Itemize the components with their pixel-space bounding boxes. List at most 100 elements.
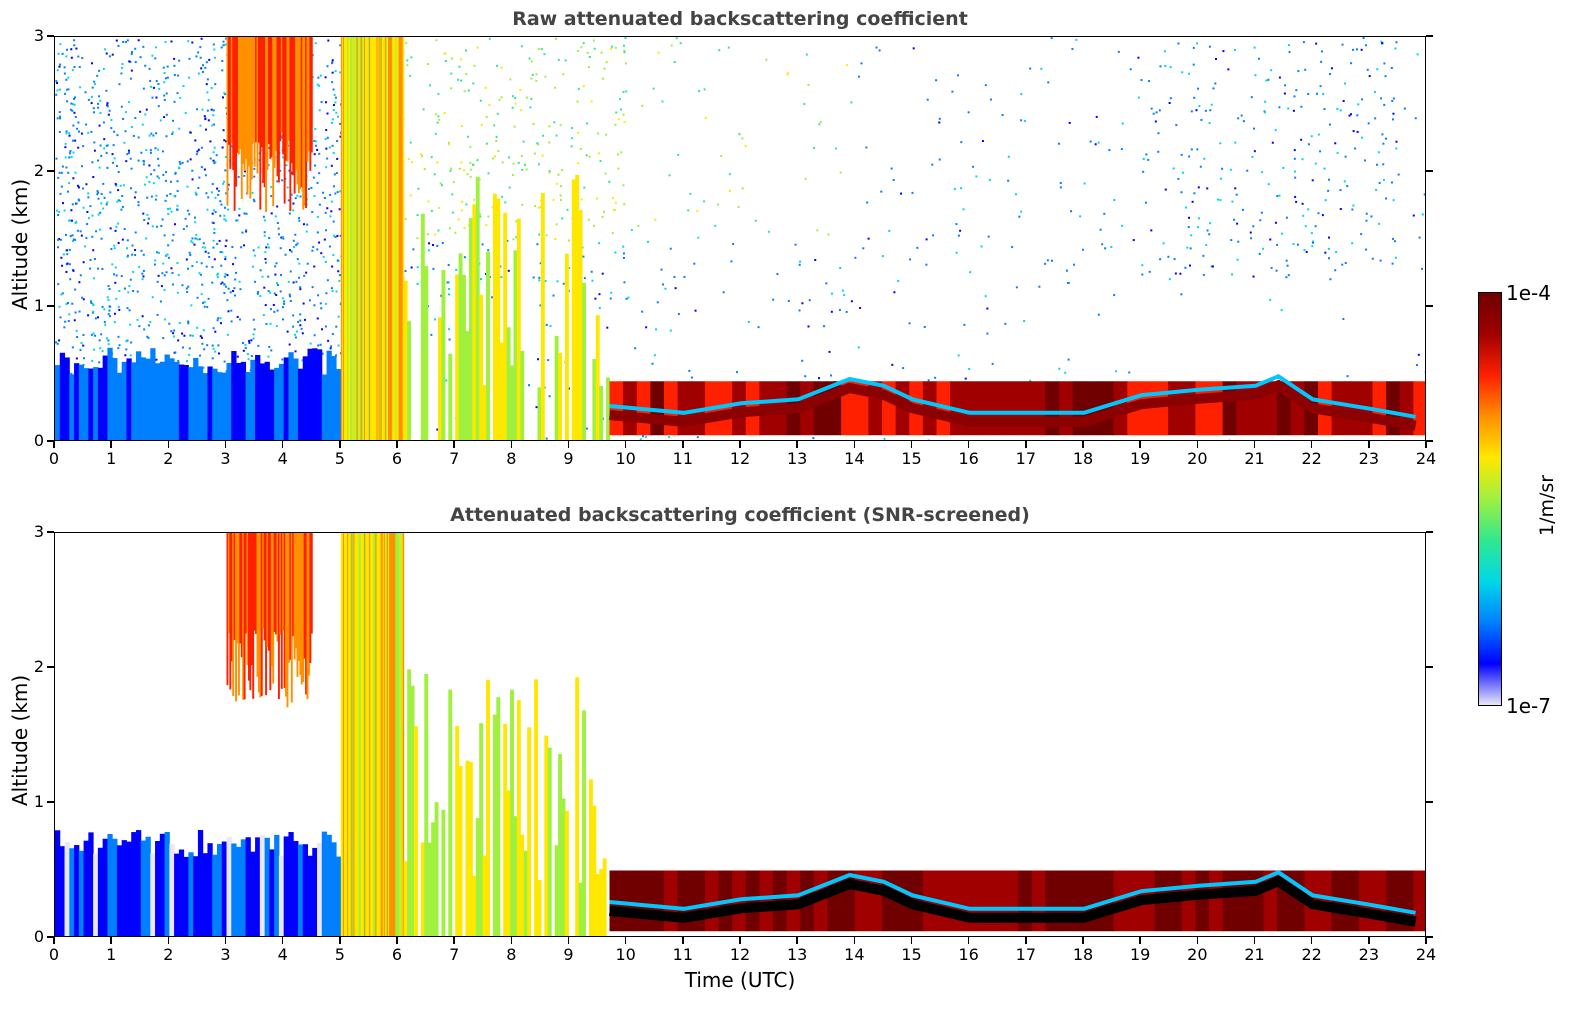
noise-speck: [1270, 266, 1273, 269]
feature-low-level-noise-aerosol: [55, 365, 61, 440]
noise-speck: [190, 240, 193, 243]
noise-speck: [167, 244, 170, 247]
noise-speck: [1395, 41, 1398, 44]
noise-speck: [962, 208, 965, 211]
noise-speck: [728, 190, 731, 193]
feature-cirrus: [299, 37, 302, 190]
noise-speck: [1267, 78, 1270, 81]
noise-speck: [1205, 243, 1208, 246]
feature-broken-clouds: [427, 842, 432, 936]
noise-speck: [512, 238, 515, 241]
noise-speck: [256, 292, 259, 295]
xtick-mark: [339, 937, 341, 944]
noise-speck: [221, 59, 224, 62]
noise-speck: [804, 375, 807, 378]
noise-speck: [195, 193, 198, 196]
noise-speck: [117, 305, 120, 308]
feature-cloud-column: [350, 533, 352, 936]
ytick-label: 2: [33, 657, 44, 676]
feature-aerosol-layer: [164, 831, 170, 936]
noise-speck: [818, 377, 821, 380]
noise-speck: [1390, 66, 1393, 69]
noise-speck: [331, 71, 334, 74]
noise-speck: [495, 139, 498, 142]
noise-speck: [152, 182, 155, 185]
noise-speck: [1001, 114, 1004, 117]
noise-speck: [1137, 96, 1140, 99]
noise-speck: [294, 233, 297, 236]
noise-speck: [292, 202, 295, 205]
noise-speck: [473, 198, 476, 201]
noise-speck: [446, 281, 449, 284]
noise-speck: [188, 251, 191, 254]
noise-speck: [816, 229, 819, 232]
noise-speck: [320, 307, 323, 310]
noise-speck: [288, 212, 291, 215]
feature-boundary-layer-top: [1345, 381, 1360, 436]
feature-cloud-column: [386, 533, 389, 936]
noise-speck: [191, 241, 194, 244]
noise-speck: [105, 89, 108, 92]
noise-speck: [189, 131, 192, 134]
noise-speck: [211, 212, 214, 215]
noise-speck: [165, 271, 168, 274]
noise-speck: [89, 267, 92, 270]
noise-speck: [66, 253, 69, 256]
noise-speck: [143, 219, 146, 222]
ytick-mark-right: [1426, 801, 1433, 803]
noise-speck: [222, 40, 225, 43]
xtick-label: 10: [615, 449, 636, 468]
noise-speck: [1280, 309, 1283, 312]
noise-speck: [206, 91, 209, 94]
noise-speck: [157, 157, 160, 160]
noise-speck: [213, 258, 216, 261]
noise-speck: [828, 350, 831, 353]
noise-speck: [137, 201, 140, 204]
noise-speck: [234, 278, 237, 281]
noise-speck: [1113, 199, 1116, 202]
feature-cloud-column: [387, 533, 390, 936]
feature-low-level-noise-aerosol: [297, 368, 304, 440]
noise-speck: [1382, 142, 1385, 145]
noise-speck: [198, 238, 201, 241]
noise-speck: [262, 215, 265, 218]
feature-low-level-noise-aerosol: [202, 373, 208, 440]
noise-speck: [176, 261, 179, 264]
noise-speck: [316, 231, 319, 234]
noise-speck: [153, 263, 156, 266]
noise-speck: [444, 60, 447, 63]
xtick-label: 14: [844, 449, 865, 468]
feature-cloud-column: [375, 533, 377, 936]
noise-speck: [108, 55, 111, 58]
noise-speck: [696, 436, 699, 439]
noise-speck: [70, 372, 73, 375]
noise-speck: [58, 210, 61, 213]
noise-speck: [448, 293, 451, 296]
feature-cloud-column: [353, 533, 355, 936]
noise-speck: [1206, 229, 1209, 232]
feature-cloud-column: [357, 533, 360, 936]
noise-speck: [1142, 170, 1145, 173]
feature-cloud-column: [341, 533, 344, 936]
noise-speck: [1384, 137, 1387, 140]
noise-speck: [934, 376, 937, 379]
noise-speck: [448, 287, 451, 290]
noise-speck: [1315, 92, 1318, 95]
feature-cirrus: [276, 37, 279, 177]
noise-speck: [155, 132, 158, 135]
feature-cloud-column: [370, 533, 372, 936]
noise-speck: [311, 249, 314, 252]
noise-speck: [82, 206, 85, 209]
noise-speck: [500, 96, 503, 99]
noise-speck: [1378, 181, 1381, 184]
noise-speck: [206, 78, 209, 81]
noise-speck: [163, 116, 166, 119]
noise-speck: [86, 223, 89, 226]
noise-speck: [1220, 177, 1223, 180]
noise-speck: [433, 173, 436, 176]
feature-aerosol-layer: [193, 856, 199, 936]
noise-speck: [336, 139, 339, 142]
noise-speck: [273, 292, 276, 295]
xtick-mark: [1253, 441, 1256, 448]
feature-aerosol-layer: [326, 834, 332, 936]
